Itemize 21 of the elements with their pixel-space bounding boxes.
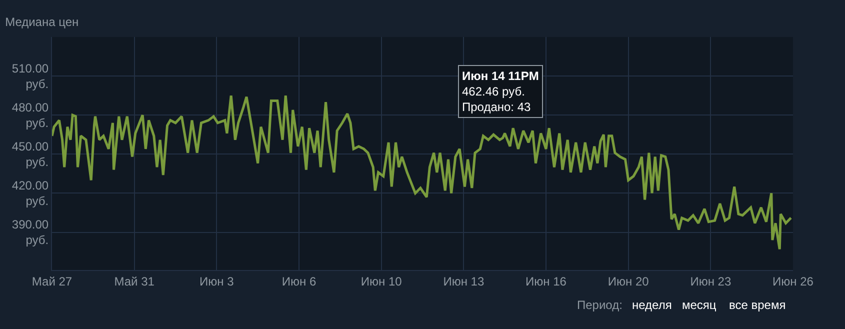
y-tick-label: 420.00 руб. (12, 178, 49, 208)
x-tick-label: Май 27 (32, 274, 72, 288)
text: месяц (682, 298, 716, 312)
y-tick-label: 450.00 руб. (12, 140, 49, 170)
y-tick-label: 480.00 руб. (12, 100, 49, 130)
y-tick-label: 390.00 руб. (12, 218, 49, 248)
text: Период: (577, 298, 622, 312)
text: все время (729, 298, 786, 312)
x-tick-label: Июн 3 (200, 274, 234, 288)
x-tick-label: Июн 26 (772, 274, 814, 288)
chart-title: Медиана цен (5, 15, 79, 30)
annotation: Июн 14 11PM 462.46 руб. Продано: 43 (462, 69, 539, 114)
x-tick-label: Май 31 (114, 274, 155, 288)
x-tick-label: Июн 10 (360, 274, 402, 288)
y-tick-label: 510.00 руб. (12, 61, 49, 92)
x-tick-label: Июн 23 (690, 274, 732, 288)
x-tick-label: Июн 16 (526, 274, 567, 288)
x-tick-label: Июн 6 (282, 274, 316, 288)
text: неделя (632, 298, 672, 312)
x-tick-label: Июн 20 (608, 274, 650, 288)
x-tick-label: Июн 13 (443, 274, 484, 288)
